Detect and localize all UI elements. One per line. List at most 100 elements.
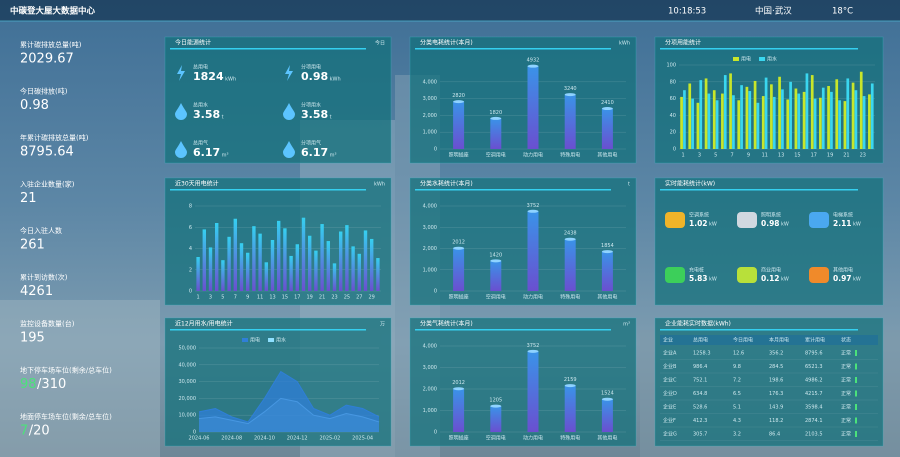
value-label: 3752 [527,203,540,209]
table-cell: 2874.1 [805,418,823,424]
panel [409,317,637,447]
y-tick-label: 2,000 [423,113,437,119]
bar-cap [564,237,576,241]
y-tick-label: 0 [193,430,196,436]
x-tick-label: 17 [294,295,300,301]
bar-cap [453,387,465,391]
table-cell: 528.6 [693,405,707,411]
bar [772,96,776,149]
table-cell: 4215.7 [805,391,823,397]
table-cell: 正常 [841,377,851,384]
table-cell: 正常 [841,350,851,357]
kpi-label: 分项用水 [301,102,321,109]
bar [838,100,841,149]
x-tick-label: 特殊用电 [560,435,580,442]
bar [819,97,822,149]
icon-drop [175,141,187,158]
panel-title: 近12月用水/用电统计 [175,320,233,328]
line [198,370,380,423]
stat-value: 2029.67 [20,52,74,67]
y-tick-label: 4 [189,246,192,252]
table-cell: 企业B [663,363,677,370]
power-value: 1.02 [689,219,708,228]
y-tick-label: 80 [670,79,676,85]
kpi-unit: t [222,115,224,121]
panel-title: 分类气耗统计(本月) [420,320,473,328]
stat-label: 监控设备数量(台) [20,319,75,328]
icon [809,212,829,228]
bar [208,247,213,291]
kpi-value: 0.98 [301,70,328,83]
kpi-unit: m³ [222,153,229,159]
table-cell: 4.3 [733,418,741,424]
table-cell: 412.3 [693,418,707,424]
table-cell: 9.8 [733,364,741,370]
y-tick-label: 100 [666,63,676,69]
kpi-label: 总用电 [193,64,208,71]
status-dot [855,404,857,410]
bar [214,223,219,291]
bar [794,88,798,149]
title-underline [415,329,611,331]
status-dot [855,350,857,356]
stat-label: 累计碳排放总量(吨) [20,40,82,49]
stat-label: 地面停车场车位(剩余/总车位) [20,412,112,421]
x-tick-label: 其他用电 [597,152,617,159]
x-tick-label: 2024-12 [287,436,308,442]
header-title: 中碳登大屋大数据中心 [10,6,96,17]
icon-drop [175,103,187,120]
bar [770,84,773,149]
table-cell: 1258.3 [693,351,711,357]
bar [821,87,825,149]
icon-bolt [285,65,293,81]
power-unit: kW [853,222,861,228]
x-tick-label: 其他用电 [597,435,617,442]
bar [527,66,539,149]
x-tick-label: 动力用电 [523,294,543,301]
kpi-label: 分项用电 [301,64,321,71]
panel-title: 近30天用电统计 [175,180,219,188]
title-underline [170,48,366,50]
x-tick-label: 5 [714,153,717,159]
panel [164,36,392,164]
value-label: 2012 [452,380,465,386]
y-tick-label: 1,000 [423,130,437,136]
y-tick-label: 6 [189,225,192,231]
status-dot [855,431,857,437]
stat-label: 累计到访数(次) [20,273,68,282]
power-label: 电梯系统 [833,212,853,219]
table-cell: 企业G [663,431,677,438]
value-label: 2012 [452,240,465,246]
table-cell: 企业D [663,390,677,397]
icon-drop [283,141,295,158]
y-tick-label: 20,000 [179,396,197,402]
legend-swatch [268,338,275,342]
clock: 10:18:53 [668,7,706,17]
x-tick-label: 13 [778,153,784,159]
y-tick-label: 3,000 [423,365,437,371]
legend-swatch [733,57,739,61]
bar [737,100,741,149]
bar [601,251,613,291]
bar [810,75,814,149]
y-tick-label: 8 [189,204,192,210]
bar [326,241,331,291]
x-tick-label: 15 [794,153,800,159]
x-tick-label: 13 [269,295,275,301]
icon-drop [283,103,295,120]
bar [688,83,692,149]
bar [868,94,871,149]
bar-cap [564,384,576,388]
panel [409,36,637,164]
kpi-value: 3.58 [193,108,220,121]
x-tick-label: 9 [747,153,750,159]
x-tick-label: 3 [698,153,701,159]
status-dot [855,390,857,397]
bar [740,85,743,149]
bar [715,100,719,149]
bar [527,351,539,432]
bar [564,239,576,291]
power-label: 其他用电 [833,267,853,274]
stat-label: 今日碳排放(吨) [20,87,68,96]
